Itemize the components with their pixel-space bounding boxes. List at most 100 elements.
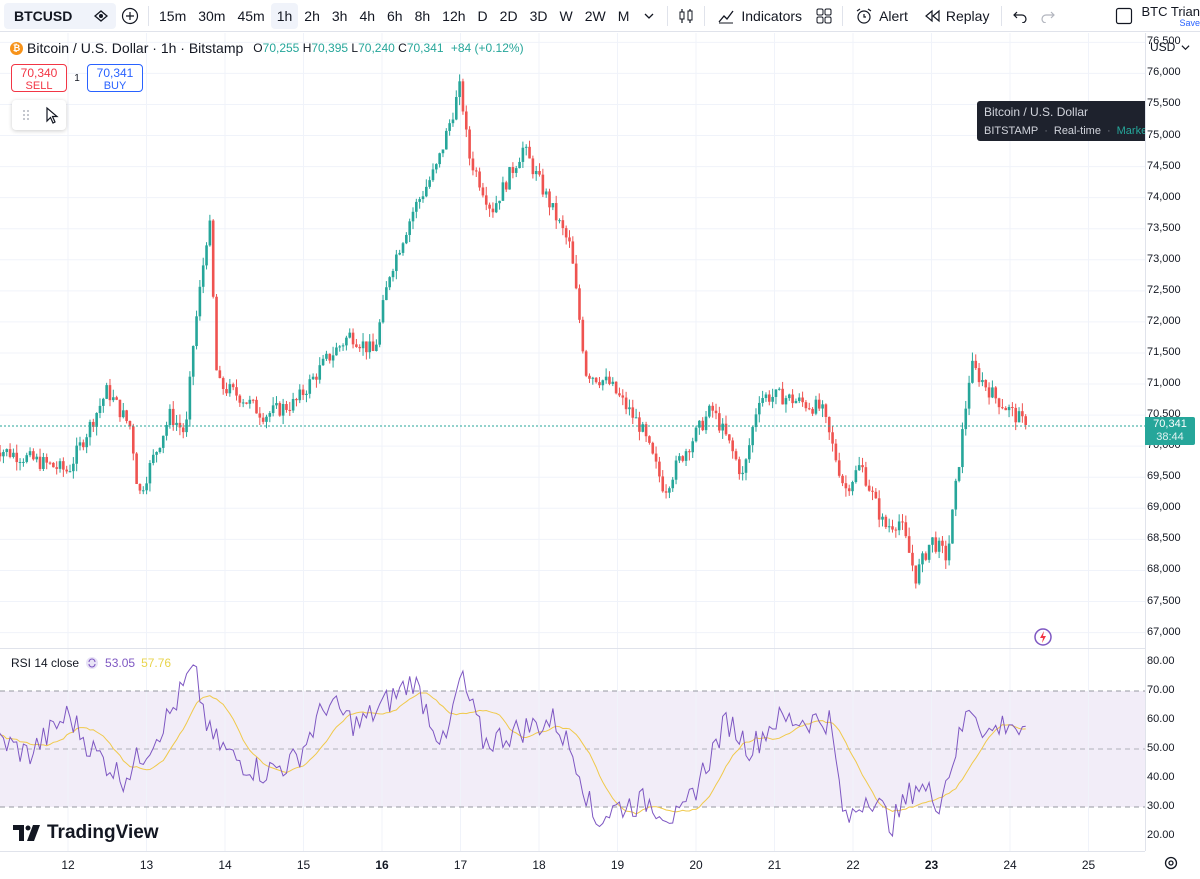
templates-button[interactable] <box>810 3 838 29</box>
symbol-search[interactable]: BTCUSD <box>4 2 116 29</box>
candle <box>225 382 228 396</box>
interval-2h[interactable]: 2h <box>304 7 320 24</box>
candle <box>781 381 784 405</box>
refresh-icon[interactable] <box>85 656 99 670</box>
candle <box>1001 398 1004 410</box>
candle <box>777 387 781 391</box>
candle <box>521 141 525 168</box>
add-symbol-button[interactable] <box>116 3 144 29</box>
candle <box>458 74 461 106</box>
candle <box>28 447 32 458</box>
candle <box>1021 403 1024 423</box>
candle <box>794 398 798 404</box>
legend-title[interactable]: Bitcoin / U.S. Dollar · 1h · Bitstamp <box>27 40 244 56</box>
candle <box>341 343 345 351</box>
redo-button[interactable] <box>1034 3 1062 29</box>
rsi-label[interactable]: RSI 14 close <box>11 656 80 670</box>
layout-name-button[interactable]: BTC Trian Save <box>1115 0 1200 32</box>
chart-canvas[interactable] <box>0 33 1145 851</box>
candle <box>614 381 618 395</box>
candle <box>904 515 908 539</box>
interval-2d[interactable]: 2D <box>499 7 518 24</box>
interval-w[interactable]: W <box>559 7 573 24</box>
lightning-icon[interactable] <box>1033 627 1053 647</box>
interval-30m[interactable]: 30m <box>198 7 226 24</box>
candle <box>438 152 441 168</box>
candle <box>318 357 322 384</box>
candle <box>278 401 282 417</box>
currency-selector[interactable]: USD <box>1150 40 1190 54</box>
sell-button[interactable]: 70,340 SELL <box>11 64 67 92</box>
candle <box>534 165 538 181</box>
candle <box>411 207 415 230</box>
interval-15m[interactable]: 15m <box>159 7 187 24</box>
interval-d[interactable]: D <box>477 7 488 24</box>
candle <box>151 449 155 466</box>
layout-save-link[interactable]: Save <box>1179 17 1200 28</box>
candle <box>618 387 621 398</box>
interval-45m[interactable]: 45m <box>237 7 265 24</box>
interval-3d[interactable]: 3D <box>529 7 548 24</box>
candle <box>398 249 401 256</box>
tradingview-logo[interactable]: TradingView <box>13 822 159 844</box>
gear-icon[interactable] <box>1163 855 1179 871</box>
candle <box>704 411 708 434</box>
candle <box>638 411 641 441</box>
rsi-legend: RSI 14 close 53.05 57.76 <box>11 656 171 670</box>
candle <box>265 414 268 429</box>
candle <box>508 166 511 190</box>
time-tick: 14 <box>218 858 232 872</box>
price-tick: 67,500 <box>1147 594 1181 607</box>
candle <box>108 378 112 407</box>
candle <box>764 392 768 402</box>
interval-2w[interactable]: 2W <box>584 7 606 24</box>
replay-button[interactable]: Replay <box>916 3 998 29</box>
candle <box>944 540 948 569</box>
candle <box>571 236 575 264</box>
drag-handle-icon[interactable] <box>16 105 36 125</box>
cursor-arrow-icon[interactable] <box>42 105 62 125</box>
chart-type-button[interactable] <box>672 3 700 29</box>
interval-dropdown[interactable] <box>635 3 663 29</box>
undo-button[interactable] <box>1006 3 1034 29</box>
candle <box>305 390 308 403</box>
compare-symbol-icon[interactable] <box>92 7 110 25</box>
candle <box>864 461 868 487</box>
interval-6h[interactable]: 6h <box>387 7 403 24</box>
tooltip-feed: Real-time <box>1053 125 1101 137</box>
time-tick: 15 <box>296 858 311 872</box>
interval-8h[interactable]: 8h <box>414 7 431 24</box>
time-tick: 17 <box>453 858 468 872</box>
candle <box>648 435 651 445</box>
pane-separator[interactable] <box>0 648 1145 649</box>
interval-12h[interactable]: 12h <box>442 7 466 24</box>
candle <box>984 379 988 392</box>
current-price-value: 70,341 <box>1153 418 1187 430</box>
candle <box>191 345 195 386</box>
candle <box>45 453 49 470</box>
candle <box>218 365 222 379</box>
candle <box>767 390 771 406</box>
candle <box>185 411 188 437</box>
candle <box>62 457 65 477</box>
price-tick: 75,000 <box>1147 128 1181 141</box>
buy-button[interactable]: 70,341 BUY <box>87 64 143 92</box>
time-axis[interactable] <box>0 851 1145 879</box>
candle <box>85 433 88 454</box>
buy-price: 70,341 <box>96 66 134 80</box>
indicators-button[interactable]: Indicators <box>709 3 810 29</box>
candle <box>418 196 421 209</box>
candle <box>591 376 595 385</box>
interval-list: 15m 30m 45m 1h 2h 3h 4h 6h 8h 12h D 2D 3… <box>153 2 663 29</box>
candle <box>231 382 235 391</box>
interval-1h[interactable]: 1h <box>270 2 299 29</box>
alert-button[interactable]: Alert <box>847 3 916 29</box>
interval-3h[interactable]: 3h <box>331 7 348 24</box>
candle <box>441 149 445 158</box>
candle <box>664 484 668 499</box>
candle <box>131 423 135 461</box>
interval-m[interactable]: M <box>617 7 630 24</box>
interval-4h[interactable]: 4h <box>359 7 376 24</box>
tooltip-title: Bitcoin / U.S. Dollar <box>984 105 1089 119</box>
candle <box>728 434 731 444</box>
